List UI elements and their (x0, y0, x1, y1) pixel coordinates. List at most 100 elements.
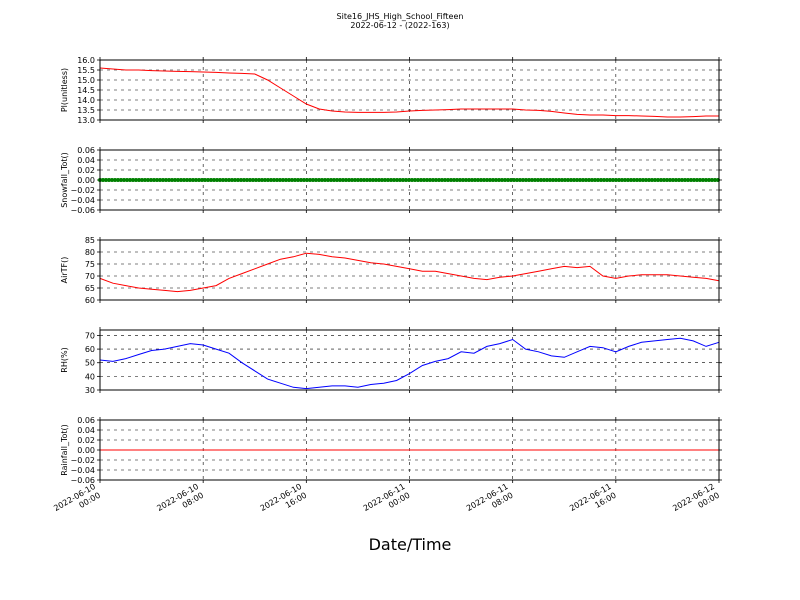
series-marker (569, 178, 573, 182)
y-tick-label: −0.02 (70, 186, 95, 195)
series-marker (212, 178, 216, 182)
series-marker (659, 178, 663, 182)
panel-2: 85 80 75 70 65 60 AirTF() (60, 236, 722, 305)
series-marker (506, 178, 510, 182)
y-tick-label: 0.02 (77, 166, 95, 175)
series-marker (362, 178, 366, 182)
series-marker (329, 178, 333, 182)
series-marker (605, 178, 609, 182)
panels: 16.015.515.014.514.013.513.0 Pl(unitless)… (60, 56, 722, 485)
series-marker (359, 178, 363, 182)
series-marker (155, 178, 159, 182)
series-marker (449, 178, 453, 182)
y-tick-label: 70 (85, 272, 95, 281)
series-marker (233, 178, 237, 182)
series-marker (599, 178, 603, 182)
series-marker (533, 178, 537, 182)
series-marker (272, 178, 276, 182)
y-tick-label: −0.04 (70, 466, 95, 475)
panel-1: 0.060.040.020.00−0.02−0.04−0.06Snowfall_… (60, 146, 722, 215)
series-marker (245, 178, 249, 182)
series-marker (557, 178, 561, 182)
series-marker (494, 178, 498, 182)
series-marker (371, 178, 375, 182)
series-marker (425, 178, 429, 182)
series-marker (713, 178, 717, 182)
series-marker (572, 178, 576, 182)
y-tick-label: 0.04 (77, 156, 95, 165)
series-marker (365, 178, 369, 182)
series-marker (164, 178, 168, 182)
series-marker (590, 178, 594, 182)
series-marker (326, 178, 330, 182)
series-marker (320, 178, 324, 182)
y-tick-label: −0.06 (70, 476, 95, 485)
series-marker (407, 178, 411, 182)
series-marker (581, 178, 585, 182)
series-marker (386, 178, 390, 182)
series-marker (482, 178, 486, 182)
series-marker (281, 178, 285, 182)
series-marker (665, 178, 669, 182)
series-marker (698, 178, 702, 182)
series-marker (323, 178, 327, 182)
y-axis-label: Rainfall_Tot() (60, 424, 69, 476)
series-marker (695, 178, 699, 182)
series-marker (413, 178, 417, 182)
series-marker (173, 178, 177, 182)
series-marker (131, 178, 135, 182)
series-marker (650, 178, 654, 182)
y-tick-label: −0.04 (70, 196, 95, 205)
series-marker (488, 178, 492, 182)
series-marker (374, 178, 378, 182)
series-marker (497, 178, 501, 182)
plot-frame (99, 59, 720, 121)
series-marker (410, 178, 414, 182)
series-marker (170, 178, 174, 182)
series-marker (701, 178, 705, 182)
series-marker (563, 178, 567, 182)
series-marker (575, 178, 579, 182)
series-marker (110, 178, 114, 182)
series-marker (299, 178, 303, 182)
series-marker (611, 178, 615, 182)
series-marker (476, 178, 480, 182)
series-marker (632, 178, 636, 182)
series-marker (545, 178, 549, 182)
y-tick-label: 0.04 (77, 426, 95, 435)
y-tick-label: 60 (85, 345, 95, 354)
series-marker (704, 178, 708, 182)
series-marker (143, 178, 147, 182)
y-tick-label: 60 (85, 296, 95, 305)
series-marker (638, 178, 642, 182)
series-marker (548, 178, 552, 182)
series-marker (197, 178, 201, 182)
series-marker (176, 178, 180, 182)
y-tick-label: 75 (85, 260, 95, 269)
series-marker (167, 178, 171, 182)
series-marker (242, 178, 246, 182)
series-marker (644, 178, 648, 182)
series-marker (677, 178, 681, 182)
y-tick-label: 50 (85, 359, 95, 368)
series-marker (161, 178, 165, 182)
series-marker (152, 178, 156, 182)
y-tick-label: 16.0 (77, 56, 95, 65)
y-tick-label: 14.0 (77, 96, 95, 105)
series-marker (302, 178, 306, 182)
series-marker (671, 178, 675, 182)
y-tick-label: 0.02 (77, 436, 95, 445)
series-marker (203, 178, 207, 182)
series-marker (398, 178, 402, 182)
series-marker (332, 178, 336, 182)
series-marker (269, 178, 273, 182)
y-tick-label: 65 (85, 284, 95, 293)
series-marker (194, 178, 198, 182)
y-axis-label: RH(%) (60, 347, 69, 372)
series-marker (125, 178, 129, 182)
y-tick-label: 0.06 (77, 146, 95, 155)
series-marker (368, 178, 372, 182)
series-marker (260, 178, 264, 182)
series-marker (428, 178, 432, 182)
